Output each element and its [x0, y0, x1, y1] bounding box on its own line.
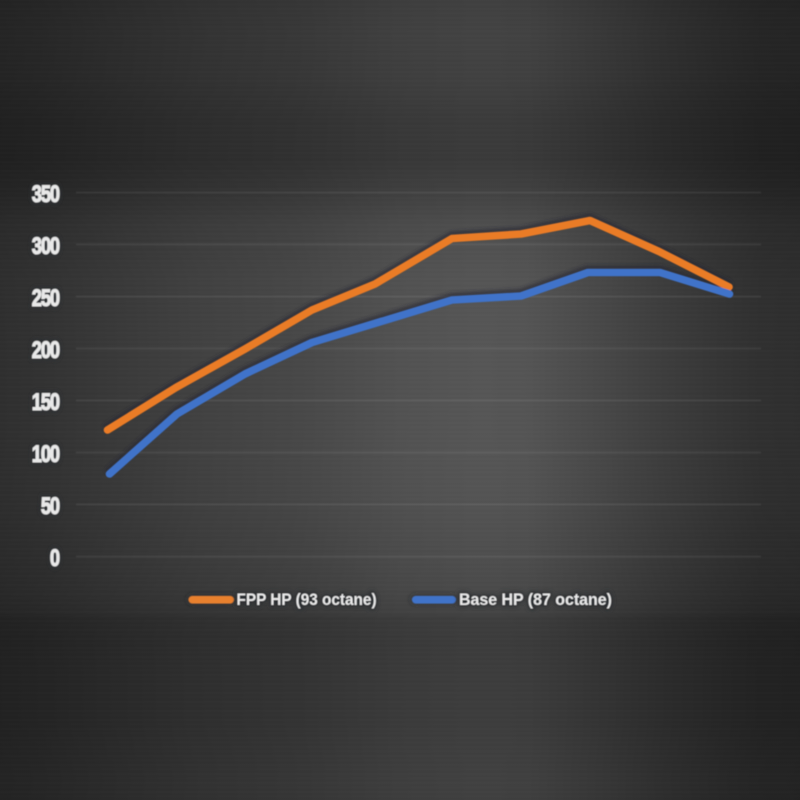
svg-text:Base HP (87 octane): Base HP (87 octane): [459, 591, 612, 609]
svg-text:0: 0: [50, 545, 59, 572]
svg-text:Base HP (87 octane): Base HP (87 octane): [459, 591, 612, 609]
svg-text:300: 300: [32, 233, 60, 260]
svg-text:200: 200: [32, 337, 60, 364]
svg-text:350: 350: [32, 181, 60, 208]
svg-text:FPP HP (93 octane): FPP HP (93 octane): [237, 591, 377, 609]
svg-text:350: 350: [32, 181, 60, 208]
svg-text:50: 50: [41, 493, 59, 520]
svg-text:50: 50: [41, 493, 59, 520]
svg-text:0: 0: [50, 545, 59, 572]
svg-text:300: 300: [32, 233, 60, 260]
svg-text:250: 250: [32, 285, 60, 312]
svg-text:100: 100: [32, 441, 60, 468]
svg-text:250: 250: [32, 285, 60, 312]
svg-text:150: 150: [32, 389, 60, 416]
svg-text:FPP HP (93 octane): FPP HP (93 octane): [237, 591, 377, 609]
svg-text:100: 100: [32, 441, 60, 468]
svg-text:150: 150: [32, 389, 60, 416]
svg-text:200: 200: [32, 337, 60, 364]
